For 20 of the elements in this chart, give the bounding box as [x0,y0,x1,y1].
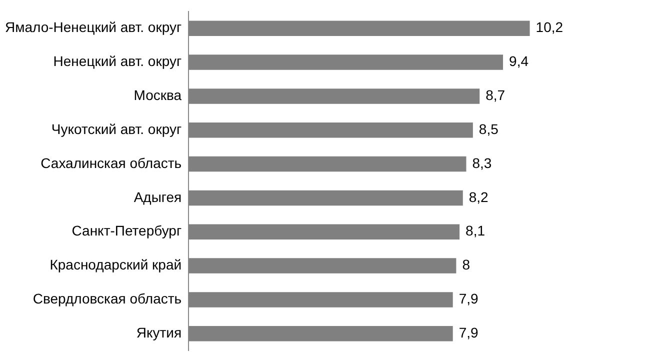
y-tick-label: Свердловская область [32,290,182,307]
data-label: 8,1 [466,222,486,239]
data-label: 10,2 [536,19,564,36]
data-label: 8,3 [472,154,492,171]
data-label: 8,7 [486,87,506,104]
data-label: 7,9 [458,324,479,340]
y-tick-label: Ямало-Ненецкий авт. округ [4,19,182,36]
y-tick-label: Адыгея [134,188,182,205]
y-tick-label: Сахалинская область [40,154,182,171]
data-label: 7,9 [458,290,479,307]
y-tick-label: Чукотский авт. округ [51,120,182,137]
data-label: 9,4 [509,53,529,70]
data-label: 8,5 [478,120,499,137]
y-tick-label: Краснодарский край [50,256,182,273]
data-label: 8,2 [468,188,489,205]
y-tick-label: Санкт-Петербург [72,222,182,239]
data-label: 8 [462,256,470,273]
y-tick-label: Якутия [136,324,182,340]
y-tick-label: Москва [134,87,182,104]
y-tick-label: Ненецкий авт. округ [53,53,182,70]
